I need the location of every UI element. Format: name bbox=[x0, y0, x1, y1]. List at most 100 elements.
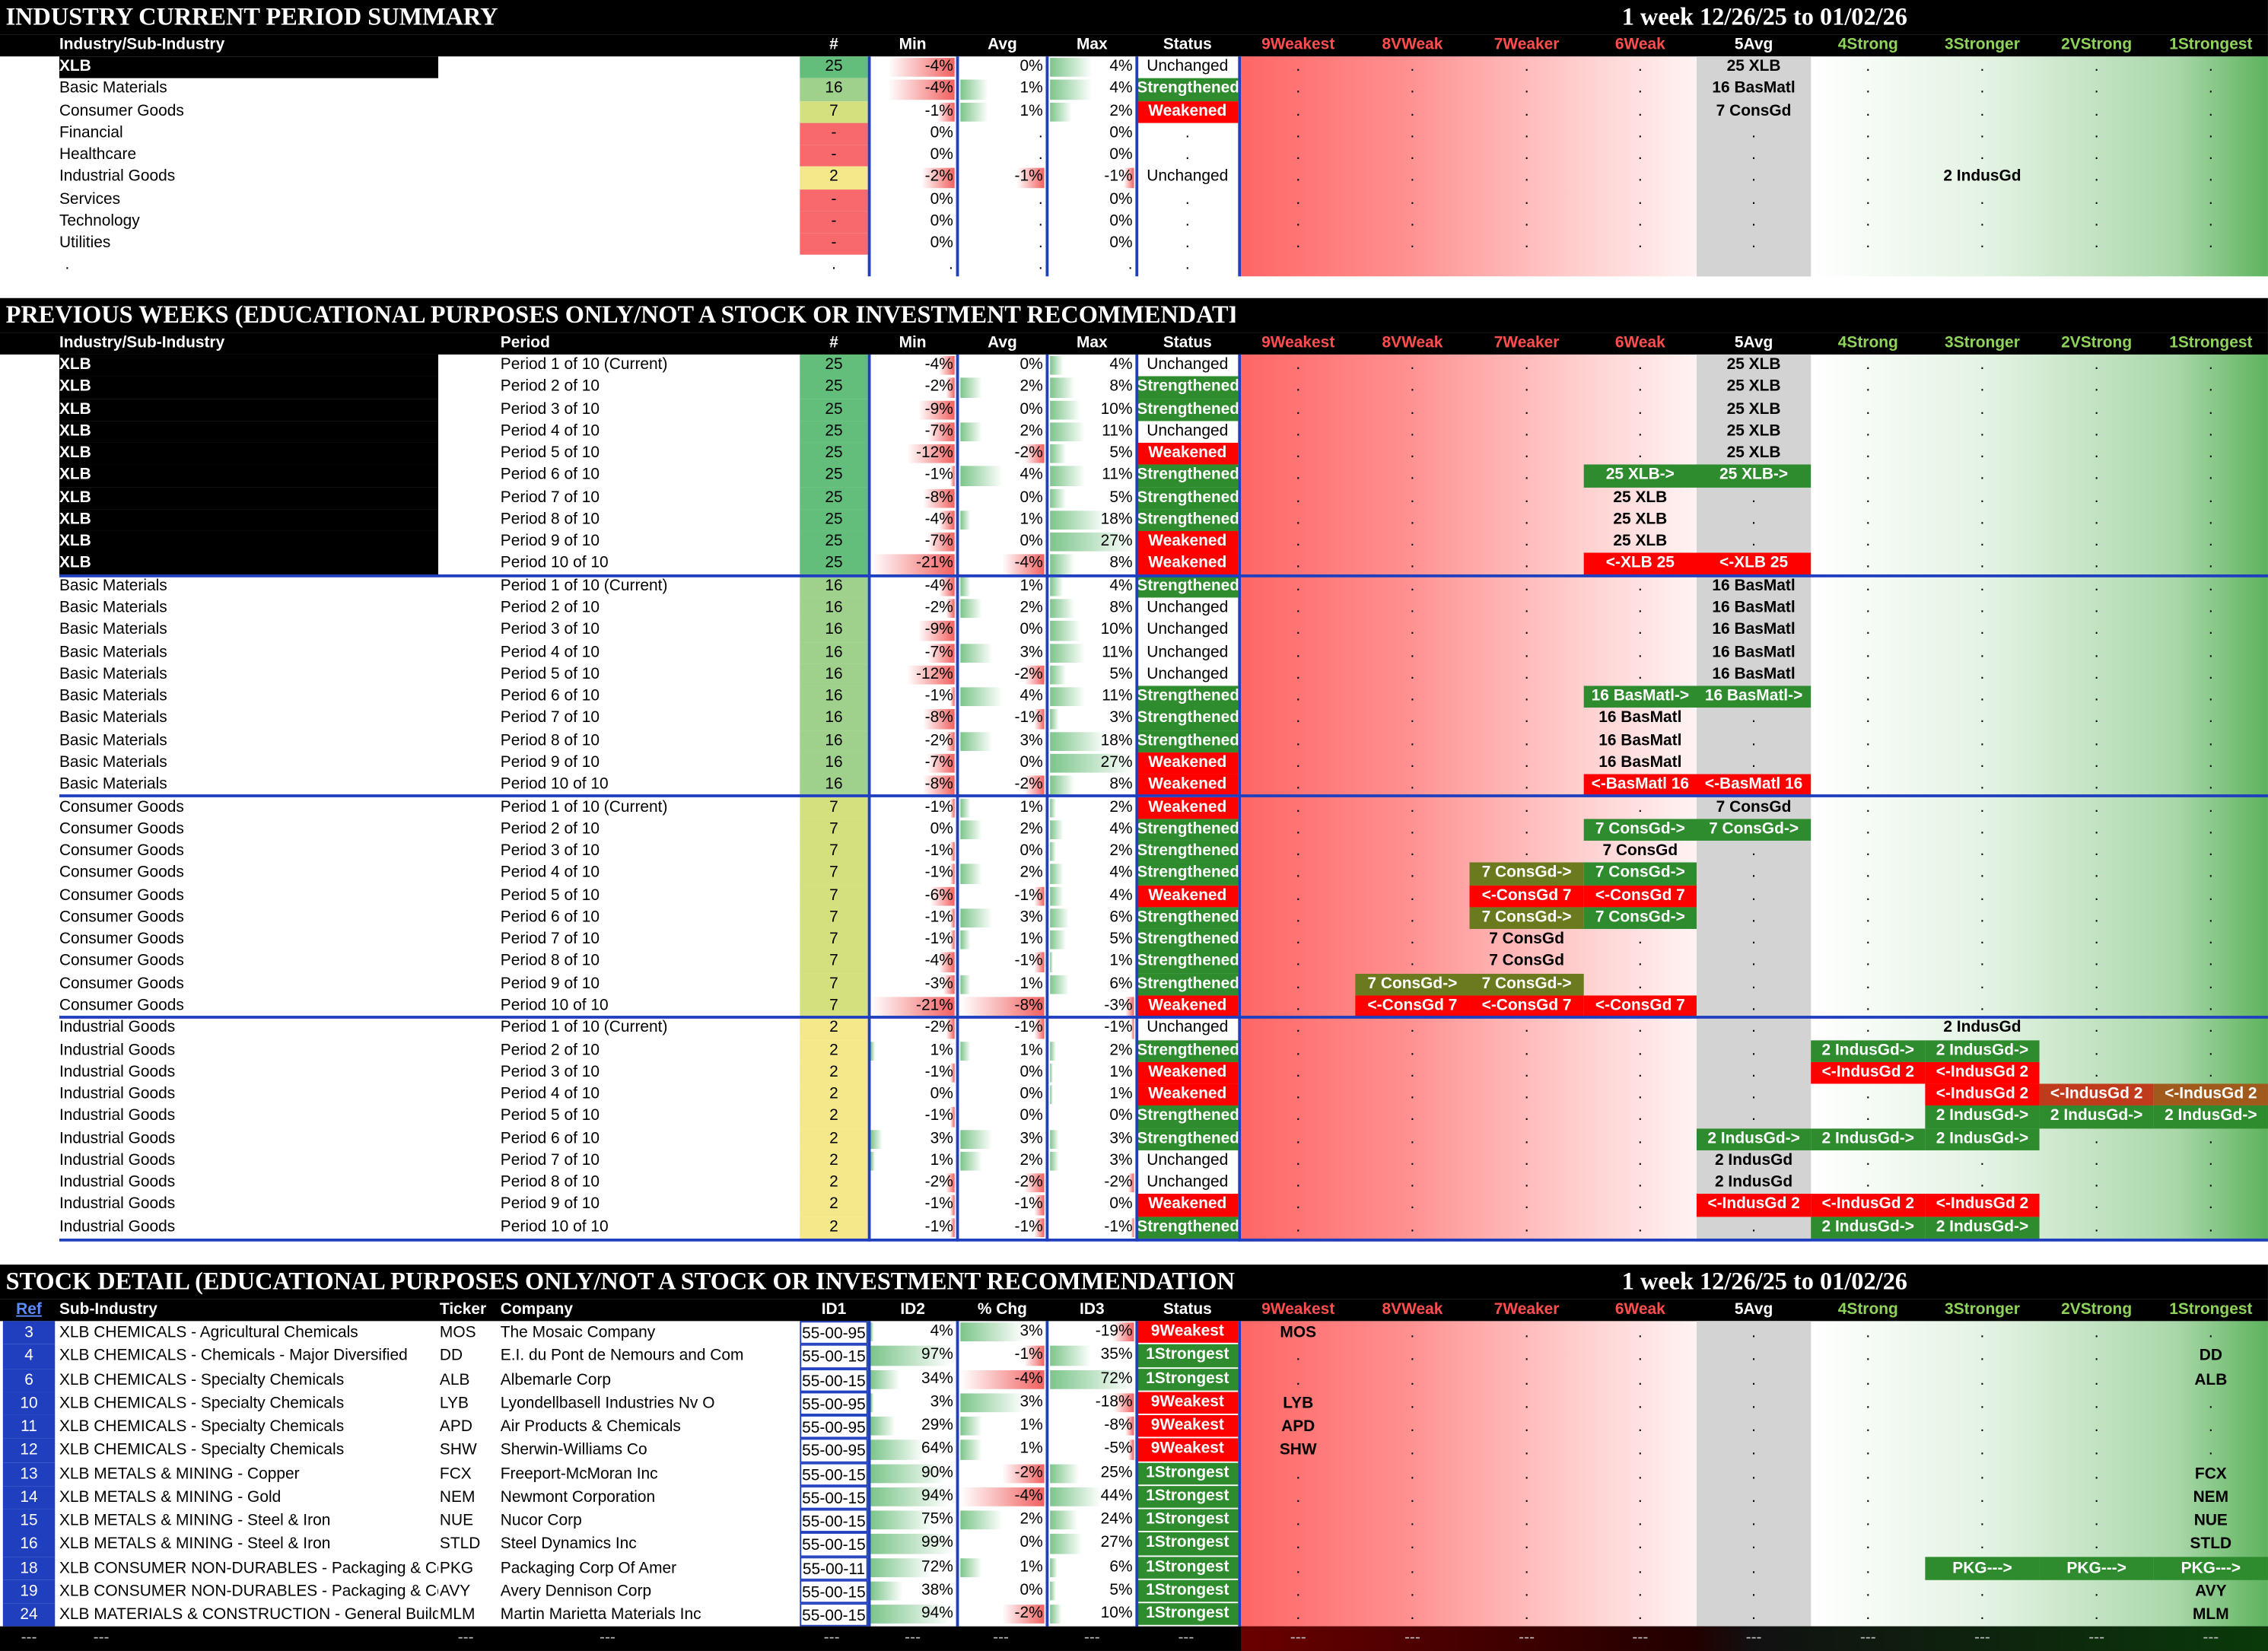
period-label: Period 8 of 10 bbox=[500, 1173, 600, 1191]
heat-cell: . bbox=[1866, 953, 1871, 970]
avg-cell: 0% bbox=[959, 620, 1045, 642]
heat-cell: . bbox=[1866, 997, 1871, 1014]
bar-fill bbox=[937, 102, 955, 122]
id3-cell: 6% bbox=[1048, 1556, 1135, 1578]
bar-fill bbox=[960, 1439, 981, 1459]
bar-fill bbox=[1050, 975, 1069, 994]
heat-cell: . bbox=[1637, 975, 1643, 992]
id1-cell: 55-00-95 bbox=[800, 1392, 868, 1415]
bar-fill bbox=[1050, 731, 1106, 751]
count-cell: 7 bbox=[800, 819, 868, 841]
industry-name: Industrial Goods bbox=[59, 1217, 176, 1236]
header-row bbox=[0, 34, 2268, 57]
bar-fill bbox=[1033, 1217, 1045, 1237]
max-cell: 11% bbox=[1048, 421, 1135, 443]
heat-cell: . bbox=[1866, 709, 1871, 727]
heat-cell: . bbox=[1524, 687, 1529, 705]
ticker: PKG bbox=[439, 1559, 474, 1577]
footer-dash: --- bbox=[905, 1629, 921, 1647]
bar-fill bbox=[906, 444, 955, 464]
heat-cell: . bbox=[1637, 1195, 1643, 1214]
bar-fill bbox=[1050, 687, 1085, 707]
bar-value: 0% bbox=[1019, 58, 1043, 75]
bar-fill bbox=[946, 1173, 955, 1193]
industry-name-cell: XLB bbox=[59, 486, 439, 509]
heat-cell: 2 IndusGd bbox=[1943, 1019, 2021, 1037]
ticker: DD bbox=[439, 1347, 463, 1365]
industry-name: Basic Materials bbox=[59, 709, 167, 727]
min-cell: -3% bbox=[870, 973, 956, 995]
heat-cell: . bbox=[1296, 599, 1301, 617]
heat-cell: . bbox=[2094, 399, 2099, 418]
heat-cell: 2 IndusGd-> bbox=[1925, 1039, 2040, 1062]
heat-cell: . bbox=[1410, 1063, 1415, 1081]
heat-cell: . bbox=[2094, 532, 2099, 550]
heat-cell: . bbox=[1866, 1583, 1871, 1600]
avg-cell: -2% bbox=[959, 1172, 1045, 1195]
col-header-heat: 8VWeak bbox=[1382, 334, 1443, 352]
heat-cell: . bbox=[1524, 621, 1529, 639]
bar-value: -2% bbox=[924, 377, 953, 396]
max-cell: 0% bbox=[1048, 145, 1135, 167]
avg-cell: -1% bbox=[959, 951, 1045, 973]
max-cell: 27% bbox=[1048, 531, 1135, 553]
sub-industry: XLB METALS & MINING - Copper bbox=[59, 1465, 300, 1483]
heat-cell: . bbox=[1524, 1605, 1529, 1624]
bar-fill bbox=[938, 355, 955, 376]
status-badge: Strengthened bbox=[1137, 464, 1239, 487]
heat-cell: . bbox=[2208, 1151, 2213, 1169]
count-cell: 25 bbox=[800, 420, 868, 443]
bar-value: -4% bbox=[924, 510, 953, 528]
heat-cell: . bbox=[1637, 1370, 1643, 1389]
sub-industry: XLB CHEMICALS - Specialty Chemicals bbox=[59, 1417, 345, 1436]
heat-cell: . bbox=[1637, 190, 1643, 208]
avg-cell: 0% bbox=[959, 1084, 1045, 1106]
period-label: Period 10 of 10 bbox=[500, 775, 609, 794]
bar-value: 1% bbox=[1019, 577, 1043, 595]
heat-cell: . bbox=[1980, 488, 1985, 506]
heat-cell: . bbox=[1866, 488, 1871, 506]
period-label: Period 7 of 10 bbox=[500, 1151, 600, 1169]
col-header-max: Max bbox=[1076, 334, 1108, 352]
max-cell: -3% bbox=[1048, 995, 1135, 1017]
bar-fill bbox=[1002, 1463, 1045, 1483]
bar-fill bbox=[906, 665, 955, 685]
heat-cell: . bbox=[1637, 1605, 1643, 1624]
bar-value: 2% bbox=[1019, 1510, 1043, 1529]
heat-cell: . bbox=[1410, 842, 1415, 860]
bar-value: -2% bbox=[1014, 444, 1043, 462]
sub-industry: XLB METALS & MINING - Steel & Iron bbox=[59, 1512, 331, 1530]
status-badge: Strengthened bbox=[1137, 575, 1239, 598]
id2-cell: 97% bbox=[870, 1344, 956, 1366]
bar-fill bbox=[1050, 1534, 1082, 1554]
bar-fill bbox=[960, 687, 1003, 707]
heat-cell: . bbox=[1296, 1129, 1301, 1147]
heat-cell: APD bbox=[1281, 1417, 1315, 1436]
count-cell: 16 bbox=[800, 708, 868, 730]
heat-cell: . bbox=[1524, 1370, 1529, 1389]
bar-fill bbox=[960, 798, 972, 818]
date-range: 1 week 12/26/25 to 01/02/26 bbox=[1621, 2, 1907, 30]
status-badge: 1Strongest bbox=[1137, 1509, 1239, 1532]
col-header-ref[interactable]: Ref bbox=[16, 1300, 42, 1319]
bar-value: 0% bbox=[1019, 1534, 1043, 1552]
heat-cell: . bbox=[1296, 842, 1301, 860]
bar-fill bbox=[1050, 930, 1066, 950]
count-cell: 7 bbox=[800, 100, 868, 123]
company: Freeport-McMoran Inc bbox=[500, 1465, 658, 1483]
bar-value: 24% bbox=[1100, 1510, 1133, 1529]
heat-cell: 2 IndusGd-> bbox=[1696, 1128, 1812, 1150]
heat-cell: . bbox=[1296, 709, 1301, 727]
bar-value: 94% bbox=[921, 1487, 953, 1505]
heat-cell: . bbox=[1524, 577, 1529, 595]
bar-value: -9% bbox=[924, 621, 953, 639]
bar-value: 2% bbox=[1019, 599, 1043, 617]
chg-cell: -4% bbox=[959, 1486, 1045, 1508]
heat-cell: . bbox=[1866, 58, 1871, 75]
min-cell: -1% bbox=[870, 841, 956, 863]
heat-cell: . bbox=[1296, 146, 1301, 164]
bar-value: 0% bbox=[1019, 1581, 1043, 1599]
heat-cell: . bbox=[1751, 1605, 1756, 1624]
bar-value: 1% bbox=[1019, 1041, 1043, 1059]
industry-name: Industrial Goods bbox=[59, 1085, 176, 1103]
